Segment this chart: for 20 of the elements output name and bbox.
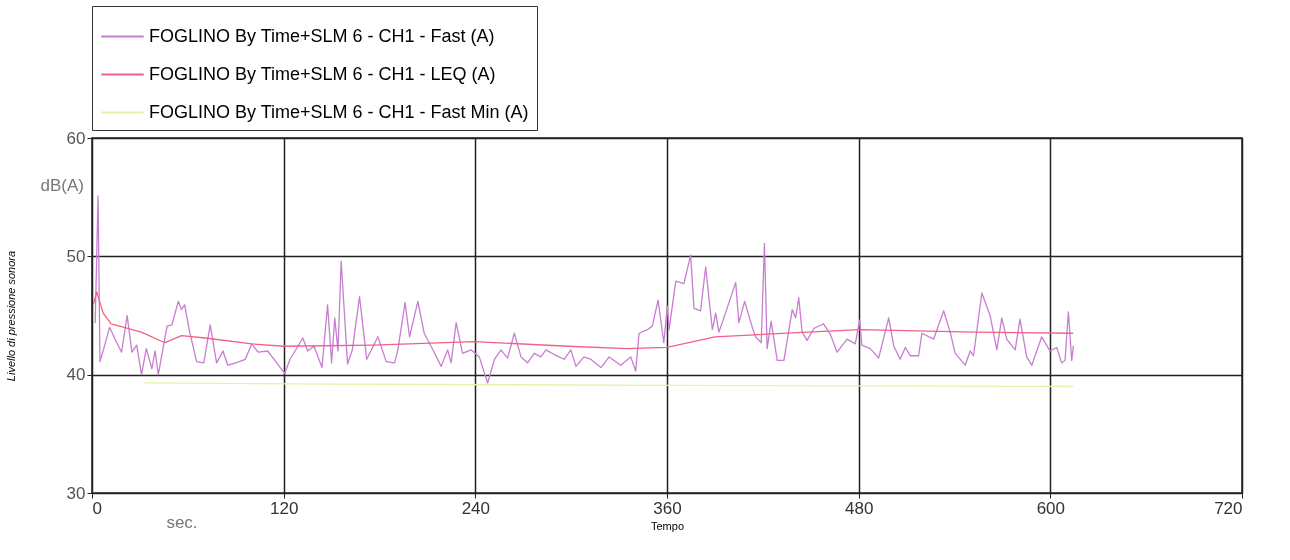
legend-label: FOGLINO By Time+SLM 6 - CH1 - Fast Min (A) <box>149 101 529 122</box>
y-tick-label: 40 <box>66 365 86 385</box>
y-tick-label: 60 <box>66 128 86 148</box>
line-series <box>94 195 1074 384</box>
legend-label: FOGLINO By Time+SLM 6 - CH1 - LEQ (A) <box>149 63 496 84</box>
text: sec. <box>166 513 198 532</box>
line-series <box>92 291 1074 350</box>
x-tick-label: 600 <box>1036 498 1066 518</box>
x-axis-title: Tempo <box>650 519 685 532</box>
x-tick-label: 720 <box>1214 498 1243 518</box>
legend-label: FOGLINO By Time+SLM 6 - CH1 - Fast (A) <box>149 25 495 46</box>
x-tick-label: 480 <box>844 498 874 518</box>
y-axis-title: Livello di pressione sonora <box>4 250 17 382</box>
x-tick-label: 0 <box>92 498 102 518</box>
x-tick-label: 360 <box>653 498 682 518</box>
y-tick-label: 30 <box>66 483 86 503</box>
y-tick-label: 50 <box>66 246 86 266</box>
text: dB(A) <box>40 176 84 195</box>
x-tick-label: 120 <box>269 498 299 518</box>
x-tick-label: 240 <box>461 498 491 518</box>
